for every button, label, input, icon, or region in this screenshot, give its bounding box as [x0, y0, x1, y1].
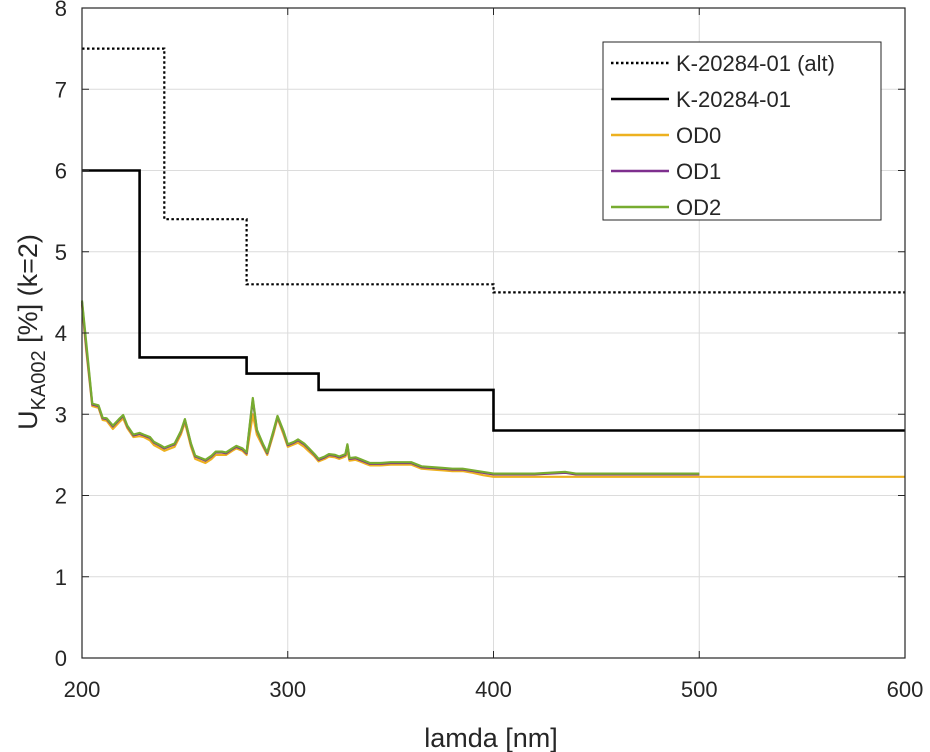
series-line	[82, 47, 905, 294]
legend-label: K-20284-01	[676, 87, 791, 112]
x-axis-label: lamda [nm]	[424, 723, 558, 752]
x-axis-ticks: 200 300 400 500 600	[64, 8, 924, 702]
y-tick-label: 1	[55, 565, 67, 590]
y-axis-ticks: 0 1 2 3 4 5 6 7 8	[55, 0, 905, 671]
legend-label: K-20284-01 (alt)	[676, 51, 835, 76]
series-line	[82, 169, 905, 432]
y-tick-label: 2	[55, 484, 67, 509]
y-tick-label: 7	[55, 77, 67, 102]
series-layer	[80, 47, 905, 478]
x-tick-label: 600	[887, 677, 924, 702]
legend-box	[602, 41, 882, 221]
y-tick-label: 8	[55, 0, 67, 21]
y-tick-label: 0	[55, 646, 67, 671]
y-tick-label: 6	[55, 159, 67, 184]
legend-label: OD0	[676, 123, 721, 148]
y-axis-label: UKA002 [%] (k=2)	[13, 234, 50, 430]
y-axis-label-base: U	[13, 410, 43, 430]
x-tick-label: 300	[269, 677, 306, 702]
legend-label: OD2	[676, 195, 721, 220]
y-tick-label: 5	[55, 240, 67, 265]
x-tick-label: 200	[64, 677, 101, 702]
x-tick-label: 500	[681, 677, 718, 702]
legend: K-20284-01 (alt) K-20284-01 OD0 OD1 OD2	[602, 41, 882, 221]
legend-label: OD1	[676, 159, 721, 184]
x-tick-label: 400	[475, 677, 512, 702]
y-axis-label-subscript: KA002	[28, 350, 50, 410]
y-tick-label: 3	[55, 402, 67, 427]
series-line	[80, 300, 700, 475]
y-tick-label: 4	[55, 321, 67, 346]
y-axis-label-suffix: [%] (k=2)	[13, 234, 43, 350]
